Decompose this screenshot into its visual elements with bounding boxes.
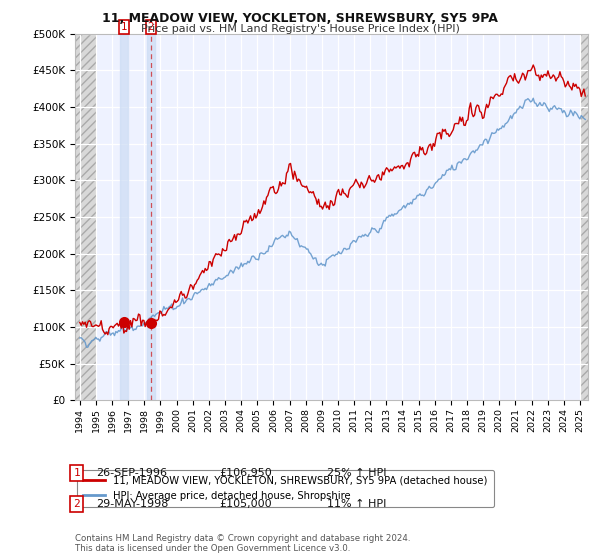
Bar bbox=[580, 34, 588, 400]
Legend: 11, MEADOW VIEW, YOCKLETON, SHREWSBURY, SY5 9PA (detached house), HPI: Average p: 11, MEADOW VIEW, YOCKLETON, SHREWSBURY, … bbox=[77, 470, 494, 507]
Bar bbox=[120, 34, 128, 400]
Text: 11, MEADOW VIEW, YOCKLETON, SHREWSBURY, SY5 9PA: 11, MEADOW VIEW, YOCKLETON, SHREWSBURY, … bbox=[102, 12, 498, 25]
Text: 1: 1 bbox=[121, 22, 127, 32]
Text: 2: 2 bbox=[148, 22, 154, 32]
Text: Price paid vs. HM Land Registry's House Price Index (HPI): Price paid vs. HM Land Registry's House … bbox=[140, 24, 460, 34]
Text: 25% ↑ HPI: 25% ↑ HPI bbox=[327, 468, 386, 478]
Bar bbox=[75, 34, 96, 400]
Text: £105,000: £105,000 bbox=[219, 499, 272, 509]
Text: 2: 2 bbox=[73, 499, 80, 509]
Text: 29-MAY-1998: 29-MAY-1998 bbox=[96, 499, 169, 509]
Text: 1: 1 bbox=[73, 468, 80, 478]
Text: 11% ↑ HPI: 11% ↑ HPI bbox=[327, 499, 386, 509]
Text: Contains HM Land Registry data © Crown copyright and database right 2024.
This d: Contains HM Land Registry data © Crown c… bbox=[75, 534, 410, 553]
Bar bbox=[147, 34, 155, 400]
Text: 26-SEP-1996: 26-SEP-1996 bbox=[96, 468, 167, 478]
Text: £106,950: £106,950 bbox=[219, 468, 272, 478]
